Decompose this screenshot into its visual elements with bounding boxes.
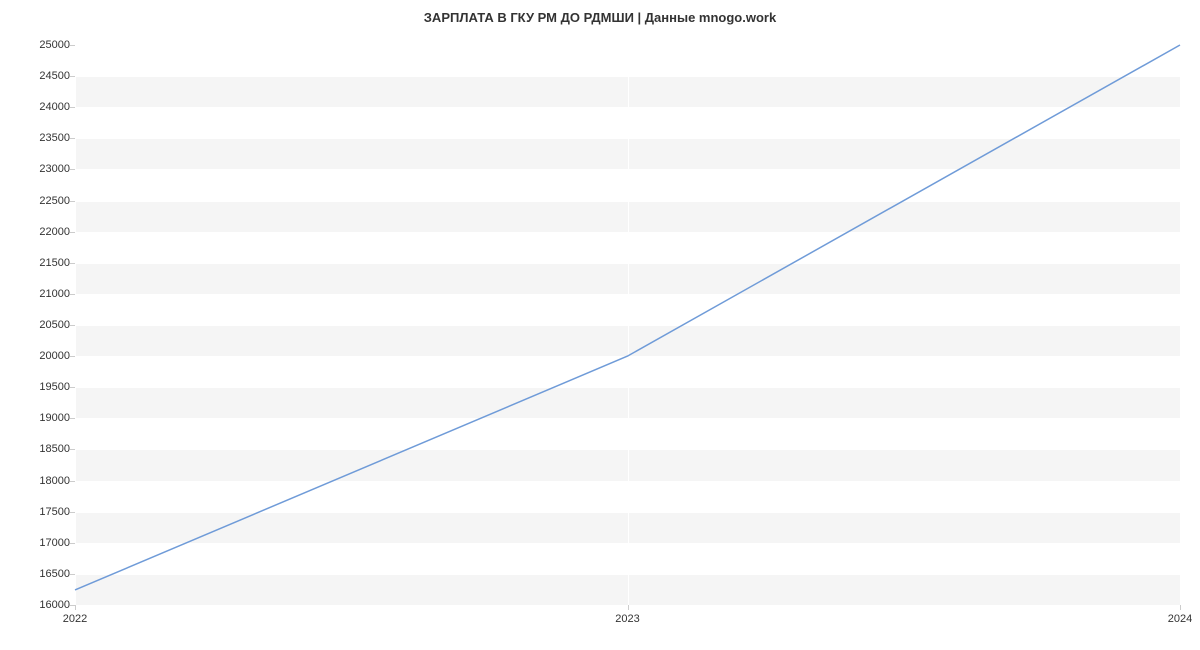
- y-tick-label: 20500: [10, 319, 70, 331]
- y-tick-label: 25000: [10, 39, 70, 51]
- y-tick-mark: [70, 232, 75, 233]
- y-tick-label: 18000: [10, 475, 70, 487]
- y-tick-mark: [70, 76, 75, 77]
- line-series-svg: [75, 45, 1180, 605]
- y-tick-label: 17500: [10, 506, 70, 518]
- y-tick-label: 16500: [10, 568, 70, 580]
- y-tick-mark: [70, 138, 75, 139]
- y-tick-mark: [70, 449, 75, 450]
- y-tick-label: 22500: [10, 195, 70, 207]
- y-tick-mark: [70, 169, 75, 170]
- y-tick-label: 23500: [10, 132, 70, 144]
- y-tick-mark: [70, 356, 75, 357]
- y-tick-mark: [70, 418, 75, 419]
- y-tick-label: 18500: [10, 443, 70, 455]
- y-tick-mark: [70, 107, 75, 108]
- y-tick-label: 19500: [10, 381, 70, 393]
- y-tick-label: 17000: [10, 537, 70, 549]
- y-tick-mark: [70, 45, 75, 46]
- y-tick-mark: [70, 263, 75, 264]
- x-tick-label: 2024: [1168, 613, 1192, 625]
- y-tick-mark: [70, 574, 75, 575]
- y-tick-mark: [70, 512, 75, 513]
- x-tick-mark: [628, 605, 629, 610]
- y-tick-mark: [70, 543, 75, 544]
- y-tick-label: 24500: [10, 70, 70, 82]
- x-tick-label: 2023: [615, 613, 639, 625]
- y-tick-label: 20000: [10, 350, 70, 362]
- y-tick-mark: [70, 325, 75, 326]
- chart-title: ЗАРПЛАТА В ГКУ РМ ДО РДМШИ | Данные mnog…: [0, 0, 1200, 30]
- y-tick-label: 23000: [10, 163, 70, 175]
- x-tick-label: 2022: [63, 613, 87, 625]
- y-tick-label: 22000: [10, 226, 70, 238]
- x-tick-mark: [1180, 605, 1181, 610]
- plot-area: [75, 45, 1180, 605]
- y-tick-label: 21000: [10, 288, 70, 300]
- y-tick-mark: [70, 201, 75, 202]
- grid-line-vertical: [1180, 45, 1181, 605]
- y-tick-mark: [70, 387, 75, 388]
- y-tick-label: 16000: [10, 599, 70, 611]
- y-tick-label: 19000: [10, 412, 70, 424]
- y-tick-label: 21500: [10, 257, 70, 269]
- y-tick-label: 24000: [10, 101, 70, 113]
- y-tick-mark: [70, 481, 75, 482]
- y-tick-mark: [70, 294, 75, 295]
- x-tick-mark: [75, 605, 76, 610]
- chart-container: 16000 16500 17000 17500 18000 18500 19000 19500…: [0, 35, 1200, 635]
